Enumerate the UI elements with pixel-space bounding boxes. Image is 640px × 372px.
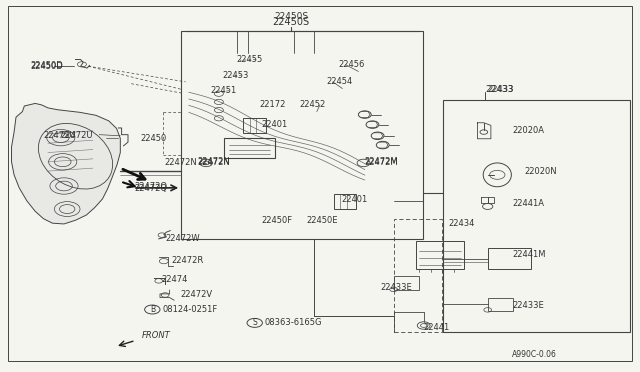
Text: 22433E: 22433E bbox=[512, 301, 544, 310]
Text: 22441: 22441 bbox=[424, 323, 450, 332]
Text: 22472U: 22472U bbox=[61, 131, 93, 140]
Text: 22433E: 22433E bbox=[381, 283, 413, 292]
Bar bbox=[224, 138, 275, 158]
Text: 22433: 22433 bbox=[488, 85, 514, 94]
Text: 22441M: 22441M bbox=[512, 250, 545, 259]
Text: 22450: 22450 bbox=[141, 134, 167, 143]
Text: S: S bbox=[252, 318, 257, 327]
Text: 22472W: 22472W bbox=[165, 234, 200, 243]
Text: 22453: 22453 bbox=[223, 71, 249, 80]
Text: A990C-0.06: A990C-0.06 bbox=[512, 350, 557, 359]
Text: 08363-6165G: 08363-6165G bbox=[265, 318, 323, 327]
Bar bbox=[394, 219, 442, 332]
Bar bbox=[243, 118, 266, 133]
Text: 22472N: 22472N bbox=[164, 158, 197, 167]
Bar bbox=[181, 31, 423, 239]
Text: 22020N: 22020N bbox=[525, 167, 557, 176]
Text: 22474: 22474 bbox=[161, 275, 188, 284]
Text: 22401: 22401 bbox=[261, 120, 287, 129]
Text: 22450D: 22450D bbox=[31, 61, 63, 70]
Text: 22472Q: 22472Q bbox=[134, 182, 168, 191]
Text: 22472R: 22472R bbox=[172, 256, 204, 265]
Bar bbox=[394, 276, 419, 290]
Text: 22472U: 22472U bbox=[44, 131, 76, 140]
Text: 22472M: 22472M bbox=[365, 157, 399, 166]
Text: 22172: 22172 bbox=[259, 100, 285, 109]
Text: 22020A: 22020A bbox=[512, 126, 544, 135]
Text: 22401: 22401 bbox=[341, 195, 367, 203]
Polygon shape bbox=[12, 103, 120, 224]
Text: 08124-0251F: 08124-0251F bbox=[163, 305, 218, 314]
Text: 22455: 22455 bbox=[237, 55, 263, 64]
Text: 22441A: 22441A bbox=[512, 199, 544, 208]
Text: 22472N: 22472N bbox=[197, 157, 230, 166]
Text: 22472M: 22472M bbox=[365, 158, 399, 167]
Text: 22433: 22433 bbox=[485, 85, 513, 94]
Text: 22450S: 22450S bbox=[273, 17, 310, 27]
Text: 22452: 22452 bbox=[300, 100, 326, 109]
Text: 22472N: 22472N bbox=[197, 158, 230, 167]
Bar bbox=[443, 100, 630, 332]
Bar bbox=[488, 298, 513, 311]
Text: B: B bbox=[150, 305, 155, 314]
Text: FRONT: FRONT bbox=[142, 331, 171, 340]
Bar bbox=[334, 194, 356, 209]
Text: 22456: 22456 bbox=[338, 60, 364, 69]
Text: 22450E: 22450E bbox=[306, 216, 337, 225]
Text: 22450D: 22450D bbox=[31, 62, 63, 71]
Text: 22454: 22454 bbox=[326, 77, 353, 86]
Text: 22450S: 22450S bbox=[274, 12, 308, 21]
Text: 22472Q: 22472Q bbox=[134, 185, 168, 193]
Text: 22451: 22451 bbox=[210, 86, 236, 95]
Bar bbox=[416, 241, 464, 269]
Text: 22434: 22434 bbox=[448, 219, 474, 228]
Text: 22450F: 22450F bbox=[261, 216, 292, 225]
Text: 22472V: 22472V bbox=[180, 290, 212, 299]
Bar bbox=[488, 248, 531, 269]
